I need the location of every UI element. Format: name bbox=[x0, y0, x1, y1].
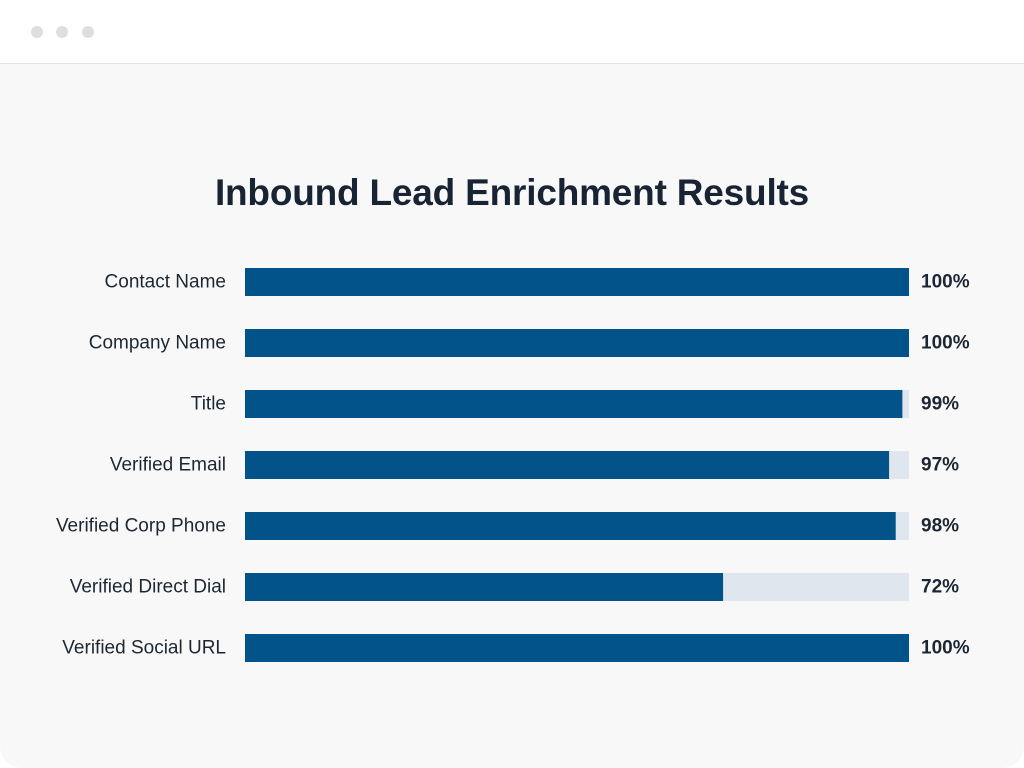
value-label: 100% bbox=[921, 333, 970, 354]
bar-company-name bbox=[245, 329, 909, 357]
bar-verified-social-url bbox=[245, 634, 909, 662]
value-label: 72% bbox=[921, 577, 959, 598]
bar-title bbox=[245, 390, 903, 418]
bar-verified-email bbox=[245, 451, 890, 479]
category-label: Verified Social URL bbox=[62, 638, 226, 659]
bar-verified-corp-phone bbox=[245, 512, 896, 540]
window-control-dot-3[interactable] bbox=[82, 26, 94, 38]
value-label: 97% bbox=[921, 455, 959, 476]
bar-contact-name bbox=[245, 268, 909, 296]
category-label: Title bbox=[191, 394, 226, 415]
window-control-dot-2[interactable] bbox=[56, 26, 68, 38]
window-titlebar bbox=[0, 0, 1024, 64]
value-label: 100% bbox=[921, 638, 970, 659]
window-control-dot-1[interactable] bbox=[31, 26, 43, 38]
bar-verified-direct-dial bbox=[245, 573, 724, 601]
value-label: 100% bbox=[921, 272, 970, 293]
category-label: Contact Name bbox=[105, 272, 226, 293]
category-label: Verified Email bbox=[110, 455, 226, 476]
value-label: 99% bbox=[921, 394, 959, 415]
category-label: Verified Direct Dial bbox=[70, 577, 226, 598]
value-label: 98% bbox=[921, 516, 959, 537]
category-label: Company Name bbox=[89, 333, 226, 354]
chart-title: Inbound Lead Enrichment Results bbox=[214, 172, 810, 213]
category-label: Verified Corp Phone bbox=[56, 516, 226, 537]
